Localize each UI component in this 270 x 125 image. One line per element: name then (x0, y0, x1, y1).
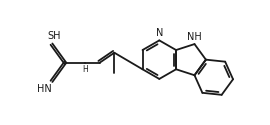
Text: NH: NH (187, 32, 202, 42)
Text: H: H (82, 65, 88, 74)
Text: N: N (156, 28, 163, 38)
Text: HN: HN (37, 84, 52, 94)
Text: SH: SH (47, 31, 61, 41)
